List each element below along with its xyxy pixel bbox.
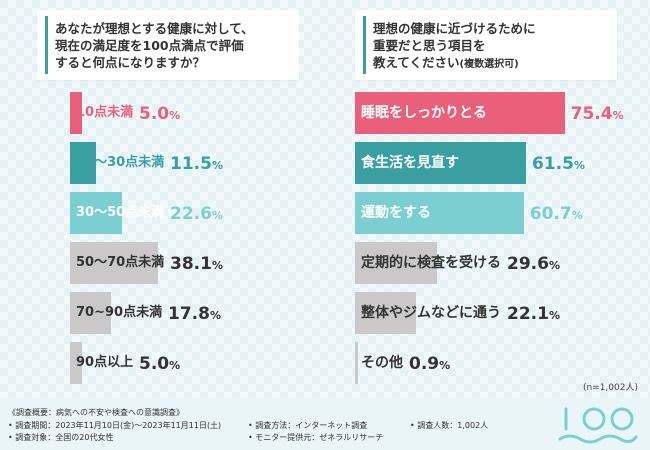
footer [0, 398, 650, 450]
bar-value-label: 38.1% [170, 254, 223, 274]
bar-row: 70~90点未満 17.8% [70, 292, 340, 334]
bar-value-label: 0.9% [409, 354, 451, 374]
bar-value-label: 22.1% [507, 304, 560, 324]
bar [355, 142, 526, 184]
bar-value-label: 5.0% [139, 104, 181, 124]
footer-overview: 《調査概要：病気への不安や検査への意識調査》 [8, 408, 184, 417]
bar [355, 192, 524, 234]
bar-value-label: 11.5% [170, 154, 223, 174]
bar-value-label: 61.5% [531, 154, 585, 174]
bar-label: 10点未満 [76, 105, 134, 120]
bar-value-label: 22.6% [170, 204, 223, 224]
bar [70, 342, 82, 384]
question-text-right-main: 理想の健康に近づけるために 重要だと思う項目を 教えてください [373, 21, 536, 70]
bar-row: 食生活を見直す 61.5% [355, 142, 635, 184]
bar-label: 睡眠をしっかりとる [361, 105, 487, 121]
question-note-right: (複数選択可) [459, 59, 519, 70]
bar-row: 90点以上 5.0% [70, 342, 340, 384]
footer-period: • 調査期間：2023年11月10日(金)〜2023年11月11日(土) [8, 421, 222, 430]
bar-value-label: 5.0% [139, 354, 181, 374]
bar-value-label: 60.7% [529, 204, 583, 224]
bar-value-label: 29.6% [507, 254, 560, 274]
footer-method: • 調査方法：インターネット調査 [248, 421, 368, 430]
question-box-left: あなたが理想とする健康に対して、 現在の満足度を100点満点で評価 すると何点に… [37, 10, 299, 80]
bar-label: 90点以上 [76, 355, 134, 370]
bar [70, 192, 122, 234]
question-text-right: 理想の健康に近づけるために 重要だと思う項目を 教えてください(複数選択可) [373, 20, 609, 73]
bar-row: 運動をする 60.7% [355, 192, 635, 234]
bar-row: 睡眠をしっかりとる 75.4% [355, 92, 635, 134]
bar [70, 142, 97, 184]
logo-100-icon [558, 407, 638, 444]
footer-provider: • モニター提供元：ゼネラルリサーチ [248, 433, 384, 442]
bar-label: 50〜70点未満 [76, 255, 165, 270]
bar-value-label: 17.8% [168, 304, 221, 324]
bar-row: その他 0.9% [355, 342, 635, 384]
bar [70, 292, 111, 334]
footer-count: • 調査人数：1,002人 [410, 421, 489, 430]
bar-row: 10点未満 5.0% [70, 92, 340, 134]
bar [355, 242, 438, 284]
bar-label: 70~90点未満 [76, 305, 163, 320]
bar [355, 342, 358, 384]
bar-label: その他 [361, 355, 403, 371]
footer-target: • 調査対象：全国の20代女性 [8, 433, 114, 442]
bar-label: 整体やジムなどに通う [361, 305, 501, 321]
bar [70, 92, 82, 134]
chart-satisfaction: 10点未満 5.0% 10〜30点未満 11.5% 30〜50点未満 22.6% 50〜70… [70, 92, 340, 384]
bar [70, 242, 158, 284]
question-box-right: 理想の健康に近づけるために 重要だと思う項目を 教えてください(複数選択可) [355, 10, 617, 80]
bar-label: 定期的に検査を受ける [361, 255, 501, 271]
bar-row: 50〜70点未満 38.1% [70, 242, 340, 284]
bar [355, 92, 565, 134]
bar-label: 30〜50点未満 [76, 205, 165, 220]
bar-value-label: 75.4% [570, 104, 624, 124]
bar-row: 整体やジムなどに通う 22.1% [355, 292, 635, 334]
question-text-left: あなたが理想とする健康に対して、 現在の満足度を100点満点で評価 すると何点に… [55, 21, 254, 70]
sample-size-note: (n=1,002人) [582, 383, 638, 393]
bar-label: 10〜30点未満 [76, 155, 165, 170]
bar-row: 30〜50点未満 22.6% [70, 192, 340, 234]
bar-row: 定期的に検査を受ける 29.6% [355, 242, 635, 284]
bar-label: 運動をする [361, 205, 431, 221]
bar-row: 10〜30点未満 11.5% [70, 142, 340, 184]
bar-label: 食生活を見直す [361, 155, 459, 171]
bar [355, 292, 417, 334]
chart-important-items: 睡眠をしっかりとる 75.4% 食生活を見直す 61.5% 運動をする 60.7% 定期的に… [355, 92, 635, 392]
